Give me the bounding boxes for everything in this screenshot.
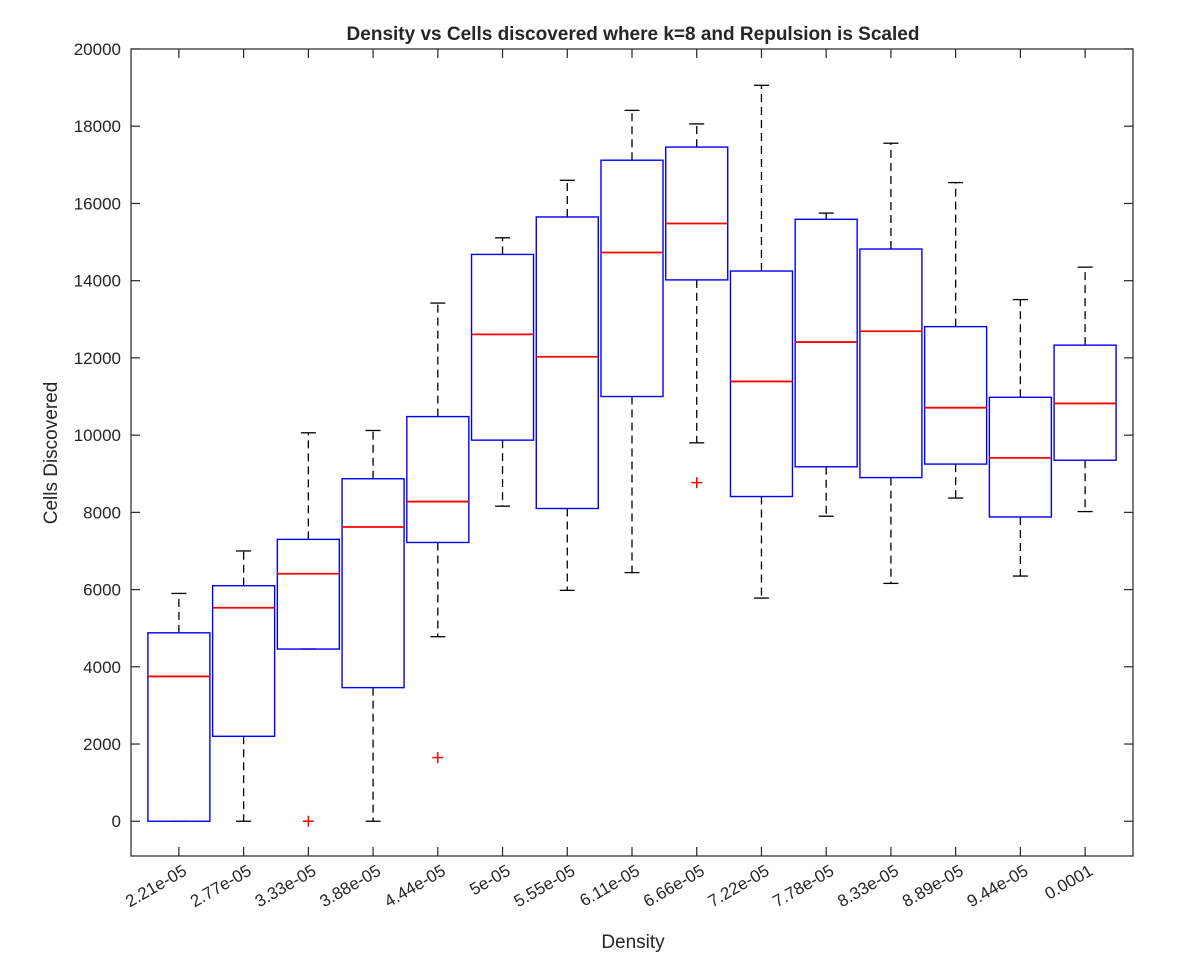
box: [341, 478, 405, 689]
y-tick-label: 20000: [74, 40, 121, 59]
y-tick-label: 8000: [83, 503, 121, 522]
y-tick-label: 12000: [74, 349, 121, 368]
box: [211, 585, 276, 738]
box: [923, 325, 988, 465]
y-tick-label: 16000: [74, 194, 121, 213]
box: [729, 270, 794, 498]
box: [470, 253, 535, 441]
box: [535, 216, 599, 510]
y-tick-label: 4000: [83, 658, 121, 677]
box: [600, 159, 664, 398]
x-axis-label: Density: [601, 932, 665, 953]
chart-title: Density vs Cells discovered where k=8 an…: [347, 24, 920, 45]
y-tick-label: 0: [112, 812, 121, 831]
box: [665, 146, 729, 281]
y-tick-label: 10000: [74, 426, 121, 445]
y-tick-label: 18000: [74, 117, 121, 136]
y-tick-label: 14000: [74, 272, 121, 291]
y-tick-label: 2000: [83, 735, 121, 754]
y-axis-label: Cells Discovered: [41, 382, 62, 525]
y-tick-label: 6000: [83, 581, 121, 600]
box: [276, 538, 341, 650]
box: [859, 248, 923, 479]
box: [406, 415, 470, 544]
box: [794, 218, 858, 468]
box: [147, 632, 211, 822]
